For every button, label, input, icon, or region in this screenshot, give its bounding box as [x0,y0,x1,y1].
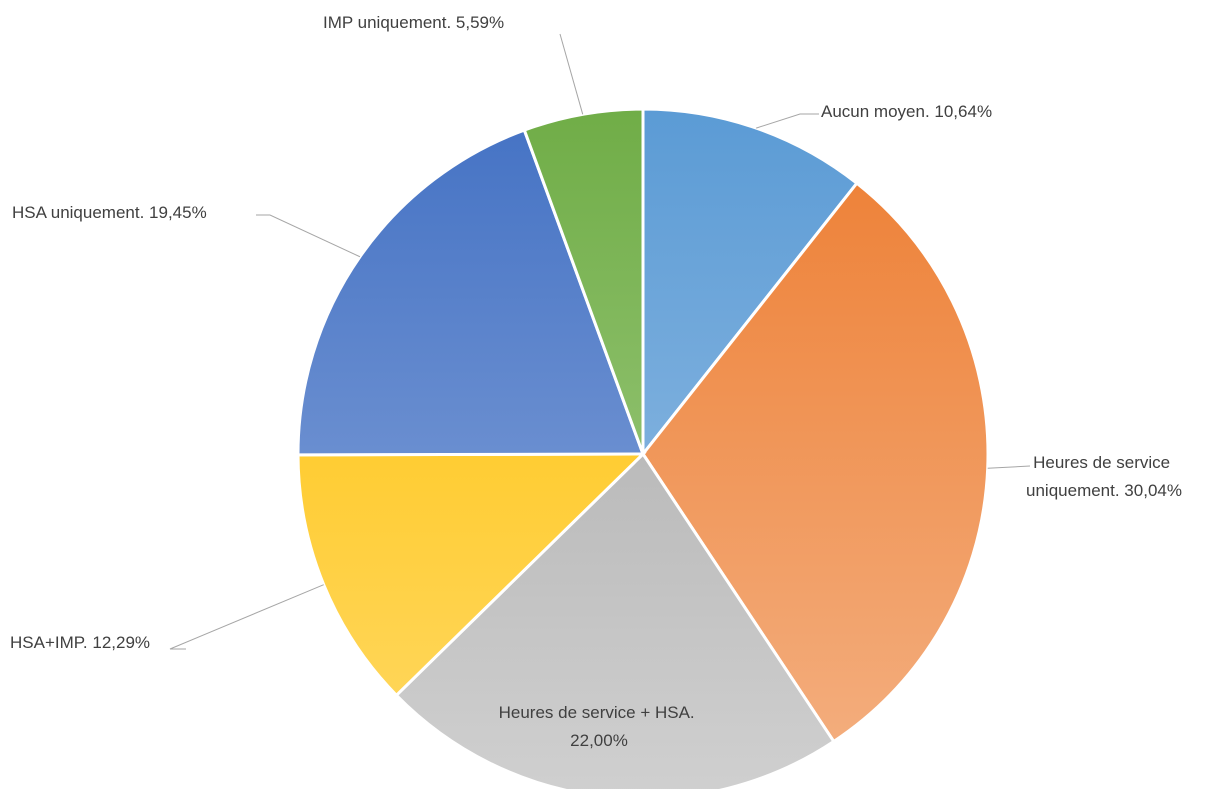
pie-slice-heures-de-service-hsa [394,451,836,789]
leader-line-hsa-imp [169,584,324,650]
label-imp-uniquement: IMP uniquement. 5,59% [323,13,504,32]
pie-slices [296,107,990,789]
label-heures-de-service-uniquement: Heures de service uniquement. 30,04% [1026,453,1182,500]
leader-lines [169,33,1031,650]
pie-slice-aucun-moyen [641,107,859,459]
leader-line-heures-de-service-uniquement [987,465,1031,469]
label-heures-de-service-hsa: Heures de service + HSA. 22,00% [499,703,700,750]
label-hsa-uniquement: HSA uniquement. 19,45% [12,203,207,222]
pie-slice-heures-de-service-uniquement [641,181,990,744]
pie-slice-hsa-imp [296,452,647,698]
leader-line-hsa-uniquement [256,214,361,258]
label-aucun-moyen: Aucun moyen. 10,64% [821,102,992,121]
leader-line-imp-uniquement [559,33,584,115]
leader-line-aucun-moyen [756,113,819,129]
label-hsa-imp: HSA+IMP. 12,29% [10,633,150,652]
